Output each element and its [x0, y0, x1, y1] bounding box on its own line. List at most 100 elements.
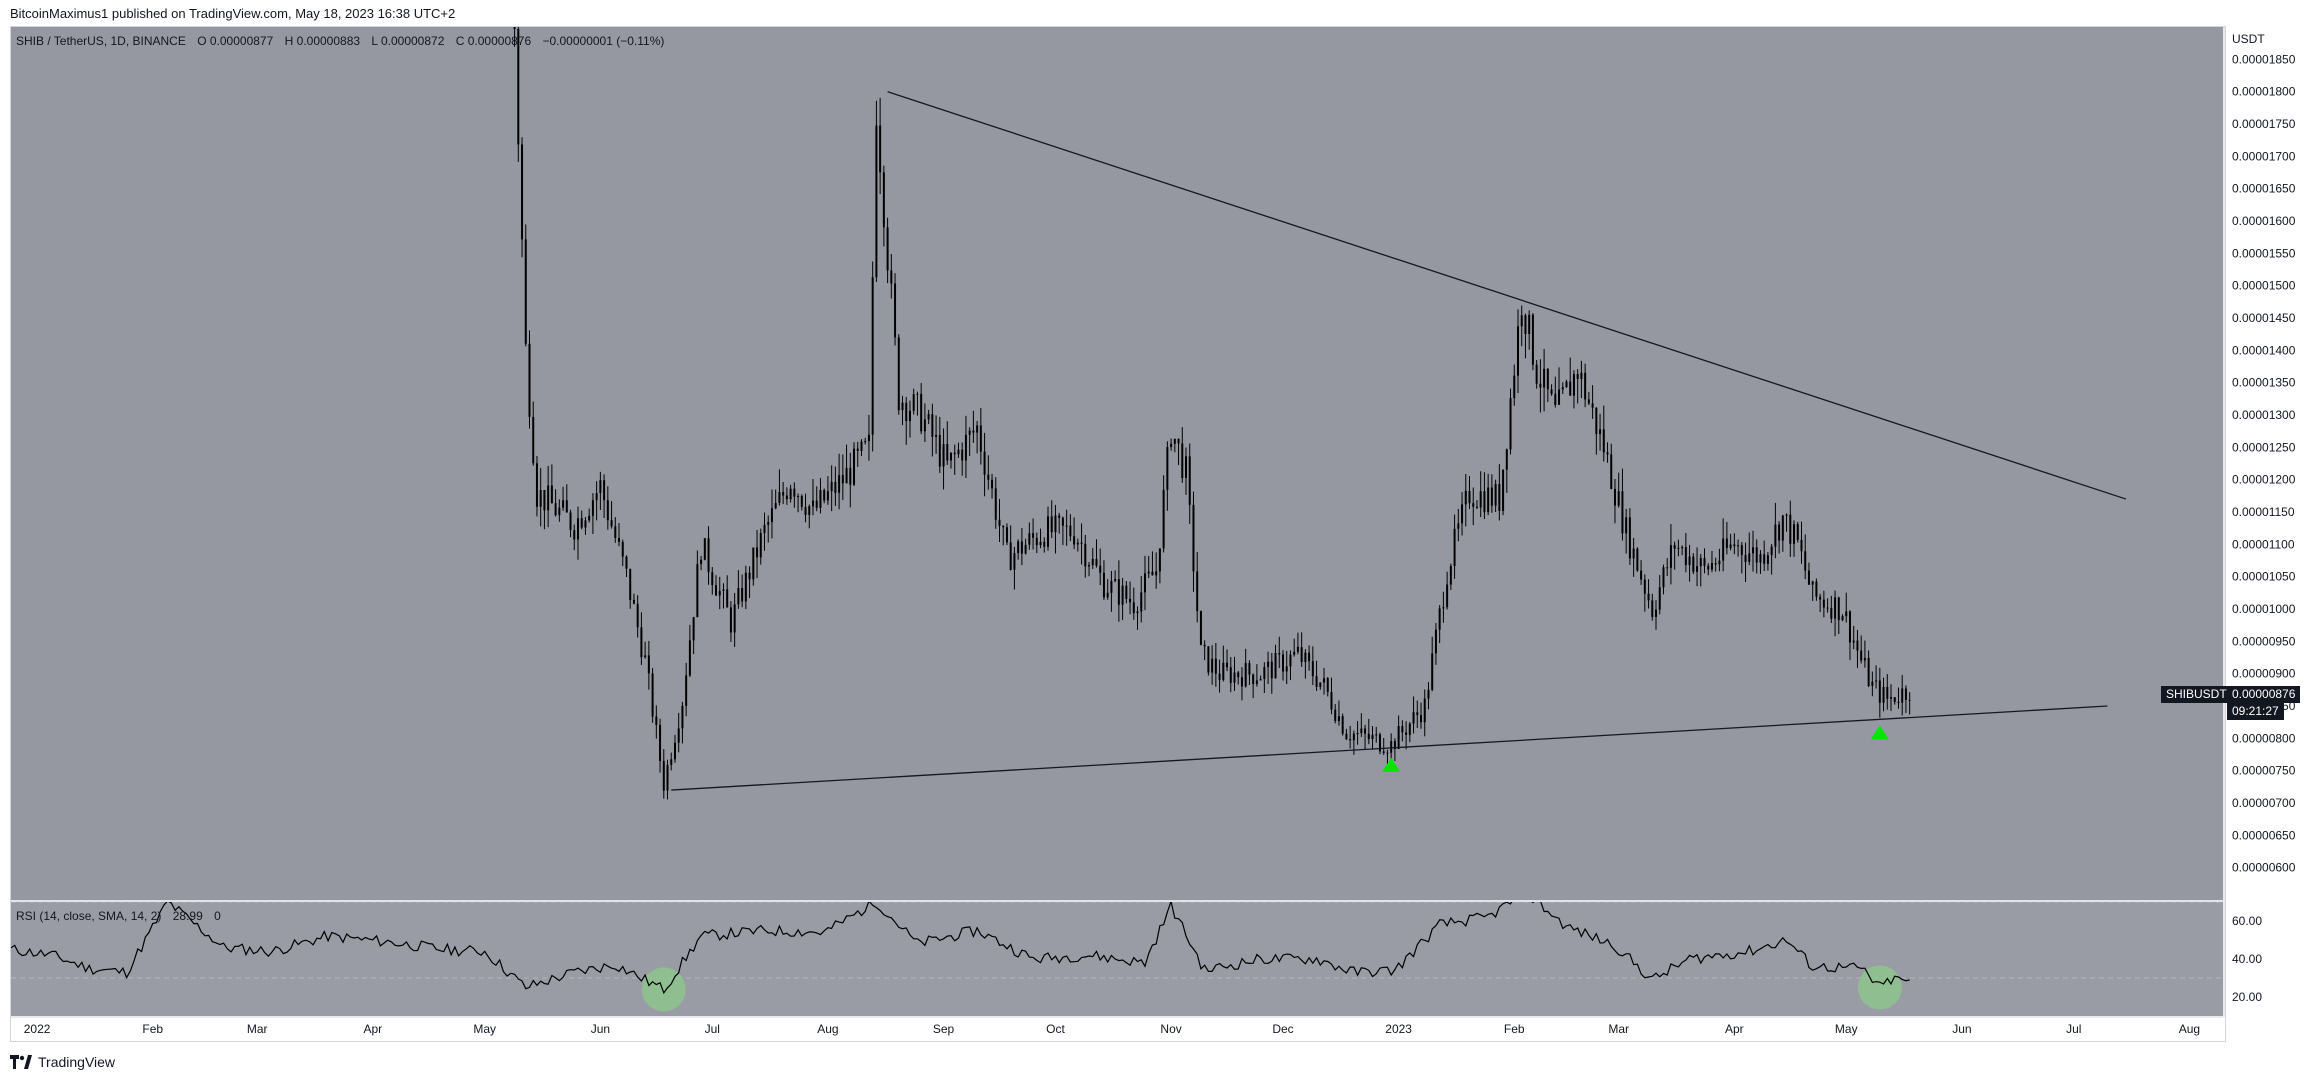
- candle-body: [625, 556, 628, 569]
- candle-body: [618, 537, 621, 542]
- candle: [1106, 579, 1109, 600]
- candle: [1901, 675, 1904, 716]
- candle-body: [1114, 579, 1117, 581]
- candle: [1382, 738, 1385, 755]
- candle: [535, 456, 538, 517]
- candle: [1289, 650, 1292, 681]
- candle-body: [1692, 556, 1695, 572]
- candle-body: [797, 495, 800, 497]
- candle: [1185, 447, 1188, 495]
- candle: [599, 471, 602, 510]
- candle-body: [599, 480, 602, 494]
- candle-body: [1785, 514, 1788, 516]
- candle: [1710, 550, 1713, 573]
- candle-body: [1017, 541, 1020, 554]
- candle: [1442, 591, 1445, 623]
- candle-body: [1390, 741, 1393, 753]
- candle: [1524, 313, 1527, 359]
- candle-body: [1871, 681, 1874, 686]
- candle-body: [1281, 654, 1284, 672]
- candle: [1751, 530, 1754, 572]
- candle: [677, 712, 680, 753]
- candle: [778, 469, 781, 506]
- candle: [841, 454, 844, 501]
- candle-body: [726, 589, 729, 608]
- candle-body: [1308, 652, 1311, 662]
- candle-body: [1005, 527, 1008, 543]
- candle-body: [1796, 524, 1799, 540]
- candle: [1871, 671, 1874, 697]
- candle: [1364, 724, 1367, 750]
- time-tick-label: Aug: [817, 1022, 838, 1036]
- rsi-pane-background: [11, 902, 2223, 1016]
- candle-body: [573, 530, 576, 540]
- candle: [711, 567, 714, 595]
- candle-body: [1035, 537, 1038, 546]
- candle: [1028, 522, 1031, 550]
- time-tick-label: Apr: [1725, 1022, 1744, 1036]
- footer-brand[interactable]: TradingView: [38, 1054, 116, 1070]
- candle-body: [1319, 682, 1322, 687]
- candle-body: [715, 585, 718, 596]
- candle: [1367, 718, 1370, 745]
- candle-body: [666, 764, 669, 791]
- candle-body: [1774, 524, 1777, 547]
- candle-body: [1781, 515, 1784, 541]
- candle-body: [543, 490, 546, 511]
- candle-body: [1226, 662, 1229, 668]
- candle: [744, 565, 747, 610]
- candle: [647, 640, 650, 690]
- candle-body: [1737, 545, 1740, 547]
- candle-body: [1901, 688, 1904, 703]
- candle-body: [1166, 446, 1169, 490]
- candle: [517, 27, 520, 162]
- rsi-tick-label: 20.00: [2232, 990, 2262, 1004]
- candle-body: [1483, 491, 1486, 513]
- candle-body: [957, 449, 960, 455]
- candle-body: [547, 485, 550, 511]
- candle: [1591, 385, 1594, 419]
- candle: [1621, 468, 1624, 541]
- candle: [703, 537, 706, 561]
- candle: [715, 575, 718, 597]
- candle-body: [770, 508, 773, 522]
- candle: [573, 524, 576, 551]
- candle: [1696, 547, 1699, 587]
- rsi-label[interactable]: RSI (14, close, SMA, 14, 2): [16, 909, 162, 923]
- candle: [662, 749, 665, 799]
- candle-body: [1278, 653, 1281, 655]
- candle-body: [950, 452, 953, 461]
- candle: [1666, 558, 1669, 577]
- candle: [838, 453, 841, 510]
- candle-body: [826, 491, 829, 501]
- candle-body: [1043, 541, 1046, 547]
- candle-body: [1106, 592, 1109, 598]
- candle-body: [1550, 389, 1553, 394]
- candle: [1766, 552, 1769, 571]
- axes-layer: USDT 0.00000600 0.00000650 0.00000700 0.0000…: [11, 27, 2296, 1036]
- candle: [1658, 574, 1661, 615]
- candle: [558, 499, 561, 522]
- candle: [655, 705, 658, 739]
- candle: [1681, 545, 1684, 556]
- candle: [543, 489, 546, 530]
- price-tick-label: 0.00001400: [2232, 343, 2296, 357]
- candle: [1595, 407, 1598, 455]
- candle-body: [927, 414, 930, 420]
- candle-body: [1599, 429, 1602, 435]
- candle: [808, 504, 811, 529]
- candle-body: [1897, 701, 1900, 703]
- candle: [1890, 684, 1893, 711]
- symbol-name[interactable]: SHIB / TetherUS, 1D, BINANCE: [16, 34, 186, 48]
- candle: [1158, 548, 1161, 584]
- candle-body: [778, 492, 781, 503]
- candle: [644, 641, 647, 659]
- candle: [1505, 448, 1508, 493]
- candle-body: [931, 414, 934, 437]
- footer: TradingView: [10, 1051, 115, 1073]
- candle: [1606, 442, 1609, 463]
- candle-body: [920, 393, 923, 432]
- candle-body: [1125, 585, 1128, 599]
- candle-body: [1498, 484, 1501, 511]
